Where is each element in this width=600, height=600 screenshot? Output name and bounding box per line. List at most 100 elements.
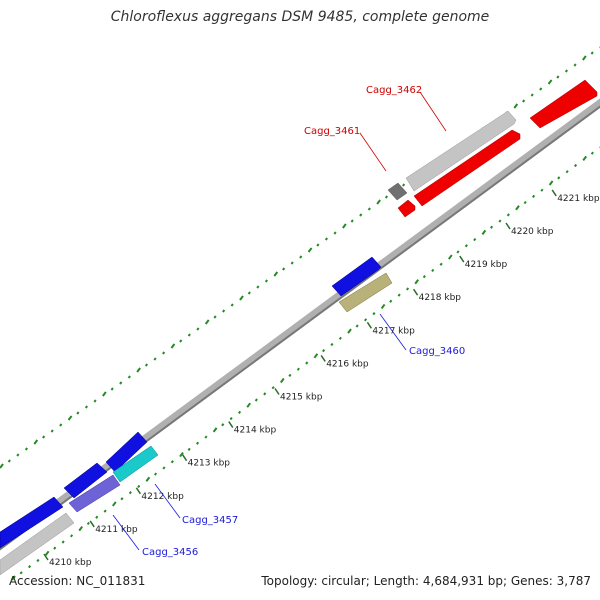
gene-feature-grey-left[interactable]	[0, 512, 75, 576]
gc-dot	[50, 429, 54, 433]
gc-dot	[522, 99, 526, 103]
accession-label: Accession: NC_011831	[9, 574, 146, 588]
gc-dot	[86, 521, 90, 526]
gene-feature-blue-left2[interactable]	[63, 462, 108, 499]
gc-dot	[363, 318, 368, 322]
gc-dot	[359, 213, 363, 217]
tick-label: 4214 kbp	[234, 426, 277, 436]
gc-dot	[247, 291, 251, 295]
gc-dot	[271, 386, 275, 390]
leader-3456	[112, 514, 140, 551]
genome-backbone	[0, 98, 600, 550]
gc-dot	[154, 472, 158, 476]
gc-dot	[254, 398, 258, 402]
gc-dot	[144, 363, 149, 367]
gene-label-cagg-3460[interactable]: Cagg_3460	[409, 346, 465, 357]
gc-dot	[565, 170, 569, 174]
gc-dot	[590, 151, 594, 155]
gc-dot	[170, 343, 176, 349]
gc-dot	[307, 247, 313, 253]
gene-label-cagg-3456[interactable]: Cagg_3456	[142, 547, 198, 558]
gc-dot	[153, 357, 157, 361]
gc-dot	[119, 381, 123, 385]
gc-dot	[239, 295, 244, 301]
gene-feature-olive-3460[interactable]	[338, 272, 393, 313]
gc-dot	[330, 342, 334, 347]
gc-dot	[78, 526, 83, 532]
gc-dot	[350, 219, 354, 223]
gene-label-cagg-3462[interactable]: Cagg_3462	[366, 85, 422, 96]
gc-dot	[128, 491, 132, 495]
gc-dot	[145, 476, 151, 482]
gc-dot	[473, 237, 477, 242]
gene-feature-grey-3462[interactable]	[405, 110, 517, 192]
tick-label: 4213 kbp	[188, 459, 231, 469]
gc-dot	[76, 411, 80, 415]
gc-dot	[279, 377, 285, 384]
gc-dot	[547, 79, 553, 85]
gc-dot	[59, 423, 63, 427]
gc-dot	[162, 466, 166, 470]
tick-mark	[181, 454, 188, 462]
gene-feature-red-3461[interactable]	[397, 199, 416, 218]
gene-feature-blue-left3[interactable]	[0, 496, 64, 549]
gene-features	[0, 79, 598, 576]
gc-dot	[582, 155, 588, 161]
gc-dot	[204, 319, 210, 325]
leader-3460	[379, 313, 407, 351]
gc-dot	[110, 387, 114, 391]
gc-dot	[489, 225, 494, 229]
gc-dot	[402, 183, 406, 187]
gc-dot	[590, 51, 594, 55]
gene-feature-cyan-3457[interactable]	[112, 445, 159, 483]
gc-dot	[70, 534, 74, 538]
gc-dot	[246, 402, 251, 408]
gc-dot	[333, 231, 337, 235]
gc-dot	[102, 391, 107, 397]
gc-dot	[187, 447, 191, 451]
tick-label: 4219 kbp	[465, 260, 508, 270]
gc-dot	[573, 163, 578, 168]
gc-dot	[162, 351, 166, 355]
leader-3461	[359, 132, 387, 172]
gc-dot	[33, 439, 39, 445]
gc-dot	[299, 255, 303, 259]
gene-labels: Cagg_3462 Cagg_3461 Cagg_3460 Cagg_3457 …	[112, 85, 465, 558]
tick-label: 4220 kbp	[511, 227, 554, 237]
tick-mark	[89, 520, 95, 528]
genome-stats: Topology: circular; Length: 4,684,931 bp…	[261, 574, 591, 588]
gc-dot	[179, 451, 184, 458]
gc-dot	[342, 223, 347, 229]
gene-feature-violet-3456[interactable]	[68, 474, 121, 513]
gc-dot	[24, 447, 29, 451]
gc-dot	[179, 339, 183, 343]
gc-dot	[93, 399, 97, 403]
gene-feature-red-3462[interactable]	[413, 129, 521, 207]
gene-feature-darkgrey-3461[interactable]	[387, 182, 408, 201]
tick-label: 4212 kbp	[141, 492, 184, 502]
gene-feature-blue-top1[interactable]	[331, 256, 382, 297]
gc-dot	[389, 299, 393, 303]
gc-dot	[321, 349, 326, 353]
gc-dot	[313, 353, 319, 359]
gene-label-cagg-3461[interactable]: Cagg_3461	[304, 126, 360, 137]
gc-dot	[530, 93, 534, 97]
gc-dot	[263, 392, 267, 396]
tick-label: 4211 kbp	[95, 525, 138, 535]
gc-dot	[573, 63, 577, 67]
gene-label-cagg-3457[interactable]: Cagg_3457	[182, 515, 238, 526]
gene-feature-red-far[interactable]	[529, 79, 598, 129]
gc-dot	[67, 415, 73, 421]
gc-dot	[288, 373, 292, 377]
gc-dot	[44, 550, 50, 556]
gene-feature-blue-left1[interactable]	[105, 431, 148, 473]
gc-dot	[19, 571, 23, 575]
gc-dot	[531, 194, 536, 198]
gc-dot	[564, 69, 569, 73]
gc-dot	[376, 199, 381, 205]
tick-marks: 4210 kbp 4211 kbp 4212 kbp 4213 kbp 4214 kbp…	[43, 189, 600, 568]
gc-dot	[506, 213, 510, 217]
tick-label: 4216 kbp	[326, 359, 369, 369]
gc-dot	[282, 267, 286, 271]
